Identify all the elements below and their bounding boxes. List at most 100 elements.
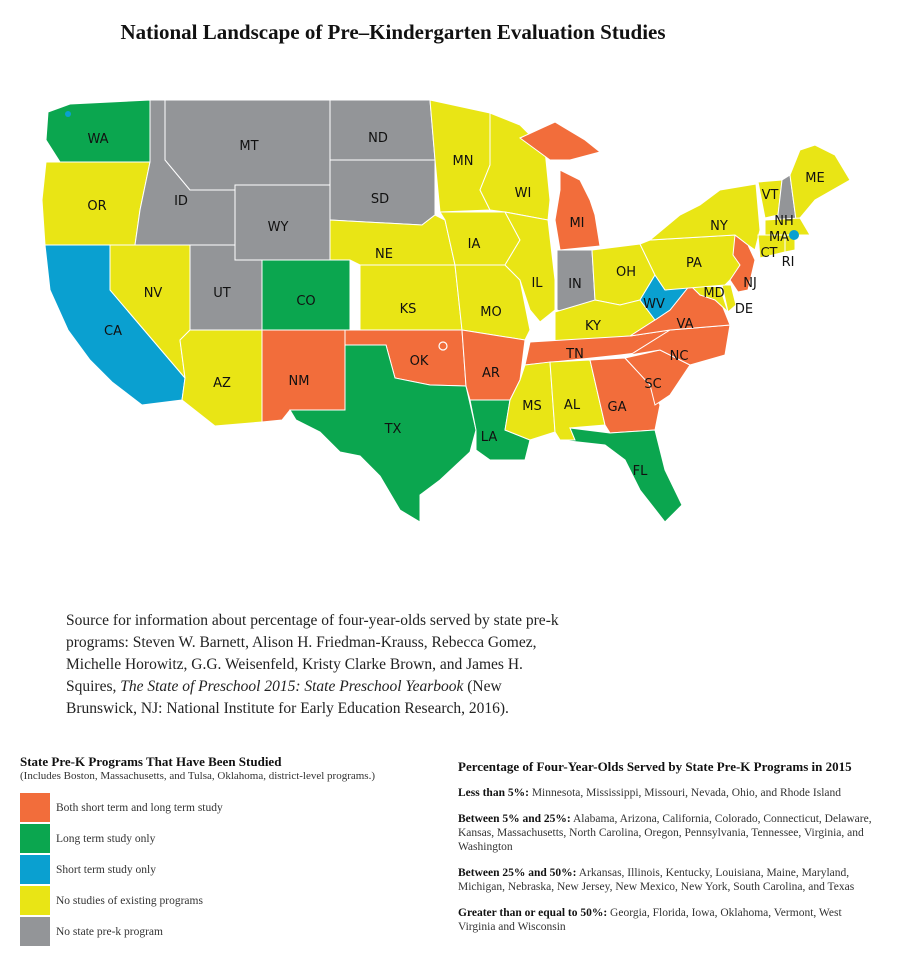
state-label-mt: MT: [239, 139, 258, 154]
state-label-in: IN: [568, 277, 582, 292]
percentage-group-label: Greater than or equal to 50%:: [458, 907, 608, 919]
seattle-marker: [65, 111, 71, 117]
state-label-nh: NH: [774, 214, 794, 229]
legend-item: Short term study only: [20, 854, 375, 885]
source-book-title: The State of Preschool 2015: State Presc…: [120, 678, 464, 695]
legend: State Pre-K Programs That Have Been Stud…: [20, 754, 375, 947]
state-label-wv: WV: [643, 297, 665, 312]
state-label-ne: NE: [375, 247, 393, 262]
legend-item: Long term study only: [20, 823, 375, 854]
state-fl: [559, 427, 683, 523]
state-label-fl: FL: [633, 464, 648, 479]
legend-label: No studies of existing programs: [56, 894, 203, 907]
state-label-tx: TX: [384, 422, 402, 437]
legend-item: Both short term and long term study: [20, 792, 375, 823]
tulsa-marker: [438, 341, 448, 351]
state-mi: [519, 121, 602, 161]
boston-marker: [789, 230, 799, 240]
legend-label: Both short term and long term study: [56, 801, 223, 814]
state-ma: [764, 217, 811, 236]
state-label-nc: NC: [670, 349, 689, 364]
legend-swatch: [20, 793, 50, 822]
state-label-ny: NY: [710, 219, 728, 234]
percentage-title: Percentage of Four-Year-Olds Served by S…: [458, 759, 852, 774]
state-ks: [359, 264, 463, 331]
state-label-nv: NV: [144, 286, 163, 301]
state-label-nd: ND: [368, 131, 388, 146]
legend-label: Long term study only: [56, 832, 156, 845]
legend-swatch: [20, 917, 50, 946]
state-label-nj: NJ: [743, 276, 757, 291]
state-label-wa: WA: [87, 132, 108, 147]
legend-swatch: [20, 886, 50, 915]
legend-item: No studies of existing programs: [20, 885, 375, 916]
legend-label: No state pre-k program: [56, 925, 163, 938]
percentage-group-states: Alabama, Arizona, California, Colorado, …: [458, 813, 872, 853]
state-label-ky: KY: [585, 319, 601, 334]
state-label-oh: OH: [616, 265, 636, 280]
percentage-group: Between 5% and 25%: Alabama, Arizona, Ca…: [458, 812, 878, 854]
state-wa: [45, 99, 151, 163]
state-de: [721, 284, 737, 313]
percentage-group-label: Between 5% and 25%:: [458, 813, 571, 825]
state-label-il: IL: [531, 276, 543, 291]
state-il: [504, 211, 556, 323]
state-label-ar: AR: [482, 366, 500, 381]
state-label-ga: GA: [608, 400, 627, 415]
state-label-sc: SC: [644, 377, 661, 392]
state-label-md: MD: [703, 286, 724, 301]
percentage-group: Less than 5%: Minnesota, Mississippi, Mi…: [458, 786, 878, 800]
state-label-pa: PA: [686, 256, 702, 271]
state-label-vt: VT: [762, 188, 779, 203]
state-label-ca: CA: [104, 324, 122, 339]
percentage-group: Between 25% and 50%: Arkansas, Illinois,…: [458, 866, 878, 894]
percentage-group-label: Less than 5%:: [458, 787, 529, 799]
state-nj: [729, 234, 756, 293]
state-label-ut: UT: [213, 286, 231, 301]
state-ny: [648, 183, 761, 251]
state-label-ok: OK: [410, 354, 429, 369]
state-label-de: DE: [735, 302, 753, 317]
state-label-al: AL: [564, 398, 581, 413]
state-label-me: ME: [805, 171, 824, 186]
state-label-ms: MS: [522, 399, 541, 414]
state-label-wi: WI: [515, 186, 532, 201]
state-mi: [554, 169, 601, 251]
state-label-ia: IA: [468, 237, 481, 252]
state-label-co: CO: [296, 294, 315, 309]
state-tx: [289, 344, 477, 523]
state-label-az: AZ: [213, 376, 231, 391]
source-citation: Source for information about percentage …: [66, 610, 566, 720]
percentage-group-states: Minnesota, Mississippi, Missouri, Nevada…: [528, 787, 842, 799]
percentage-group-label: Between 25% and 50%:: [458, 867, 577, 879]
state-label-ks: KS: [400, 302, 417, 317]
state-label-tn: TN: [565, 347, 584, 362]
state-label-mo: MO: [480, 305, 501, 320]
percentage-group-states: Arkansas, Illinois, Kentucky, Louisiana,…: [458, 867, 855, 893]
state-label-wy: WY: [268, 220, 289, 235]
percentage-panel: Percentage of Four-Year-Olds Served by S…: [458, 760, 878, 946]
legend-subtitle: (Includes Boston, Massachusetts, and Tul…: [20, 770, 376, 782]
legend-title: State Pre-K Programs That Have Been Stud…: [20, 754, 282, 769]
state-label-sd: SD: [371, 192, 389, 207]
legend-label: Short term study only: [56, 863, 156, 876]
percentage-group-states: Georgia, Florida, Iowa, Oklahoma, Vermon…: [458, 907, 842, 933]
us-map: WA OR CA NV ID MT WY UT AZ CO NM ND SD NE KS OK TX MN IA MO…: [41, 99, 851, 523]
percentage-group: Greater than or equal to 50%: Georgia, F…: [458, 906, 878, 934]
source-tail: (New Brunswick, NJ: National Institute f…: [66, 678, 509, 717]
state-label-va: VA: [677, 317, 694, 332]
map-title: National Landscape of Pre–Kindergarten E…: [120, 20, 666, 44]
state-label-ri: RI: [782, 255, 795, 270]
state-label-nm: NM: [289, 374, 310, 389]
legend-swatch: [20, 855, 50, 884]
state-nd: [329, 99, 436, 161]
state-label-id: ID: [174, 194, 188, 209]
state-label-ct: CT: [760, 246, 777, 261]
source-text: Source for information about percentage …: [66, 612, 559, 695]
state-label-mi: MI: [569, 216, 584, 231]
state-label-or: OR: [87, 199, 106, 214]
legend-item: No state pre-k program: [20, 916, 375, 947]
state-label-mn: MN: [453, 154, 474, 169]
state-label-la: LA: [481, 430, 498, 445]
